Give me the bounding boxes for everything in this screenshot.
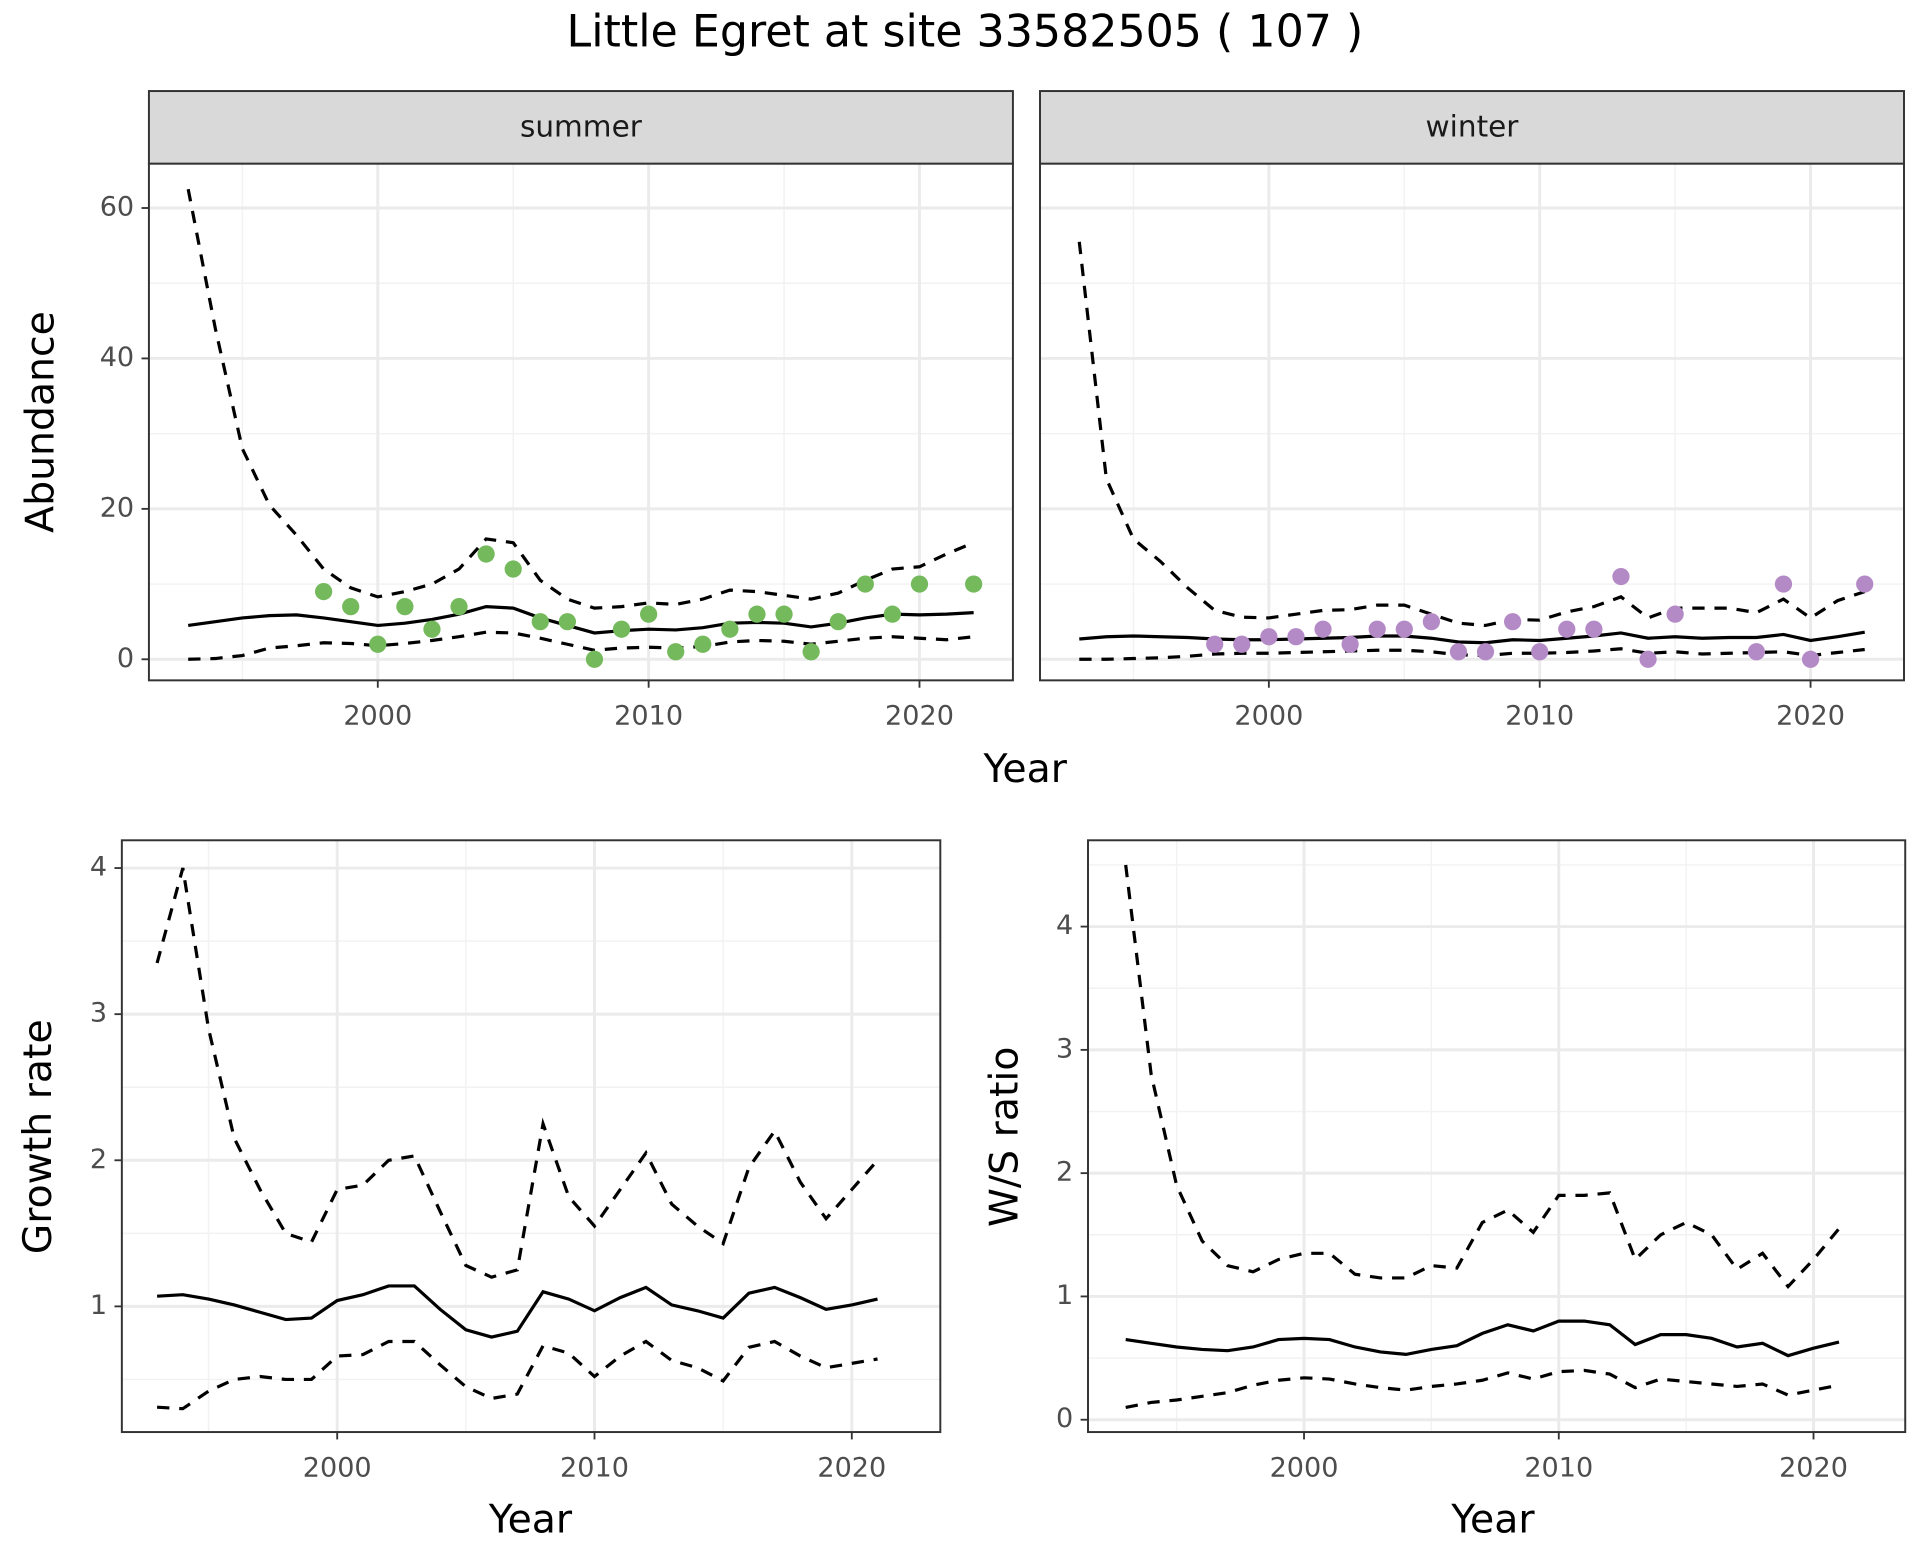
data-point xyxy=(965,575,983,593)
data-point xyxy=(802,643,820,661)
data-point xyxy=(342,598,360,616)
data-point xyxy=(1639,650,1657,668)
panel-border xyxy=(1087,839,1907,1434)
mean-line xyxy=(1125,1319,1840,1358)
data-point xyxy=(531,613,549,631)
y-tick-label: 3 xyxy=(1056,1033,1073,1064)
panel-border xyxy=(120,839,942,1434)
data-point xyxy=(1531,643,1549,661)
data-point xyxy=(585,650,604,668)
x-tick-label: 2020 xyxy=(885,701,954,732)
panel-background xyxy=(1088,840,1906,1433)
interval-line xyxy=(1125,1368,1840,1409)
data-point xyxy=(883,605,902,623)
data-point xyxy=(1368,620,1386,638)
y-tick-label: 0 xyxy=(117,643,134,674)
data-point xyxy=(396,598,414,616)
interval-line xyxy=(1077,241,1866,628)
data-point xyxy=(1206,635,1224,653)
data-point xyxy=(910,575,929,593)
interval-line xyxy=(186,188,975,610)
y-axis-title: W/S ratio xyxy=(981,1047,1027,1227)
strip-label: summer xyxy=(520,109,643,143)
y-tick-label: 0 xyxy=(1056,1403,1073,1434)
y-tick-label: 2 xyxy=(1056,1157,1073,1188)
data-point xyxy=(1233,635,1251,653)
data-point xyxy=(1585,620,1603,638)
panel-background xyxy=(121,840,941,1433)
data-point xyxy=(450,598,468,616)
panel-background xyxy=(148,163,1013,681)
data-point xyxy=(1856,575,1874,593)
y-tick-label: 4 xyxy=(90,852,107,883)
data-point xyxy=(1287,628,1305,646)
data-point xyxy=(694,635,712,653)
data-point xyxy=(1612,567,1630,586)
data-point xyxy=(1341,635,1359,653)
y-tick-label: 20 xyxy=(100,492,134,523)
data-point xyxy=(856,575,874,593)
data-point xyxy=(423,620,441,638)
x-axis-title: Year xyxy=(983,746,1068,792)
x-tick-label: 2000 xyxy=(303,1452,372,1483)
y-tick-label: 2 xyxy=(90,1144,107,1175)
y-tick-label: 60 xyxy=(100,192,134,223)
data-point xyxy=(504,560,522,578)
data-point xyxy=(477,545,495,563)
interval-line xyxy=(1124,864,1841,1290)
data-point xyxy=(369,635,387,653)
y-tick-label: 1 xyxy=(1056,1280,1073,1311)
data-point xyxy=(1260,628,1278,646)
data-point xyxy=(1476,643,1495,661)
data-point xyxy=(1314,620,1332,638)
x-tick-label: 2020 xyxy=(817,1452,886,1483)
data-point xyxy=(558,613,576,631)
data-point xyxy=(1801,650,1820,668)
x-tick-label: 2000 xyxy=(1234,701,1303,732)
y-tick-label: 40 xyxy=(100,342,134,373)
y-tick-label: 1 xyxy=(90,1290,107,1321)
data-point xyxy=(721,620,739,638)
data-point xyxy=(829,613,847,631)
interval-line xyxy=(155,867,879,1279)
mean-line xyxy=(157,1284,878,1339)
data-point xyxy=(1747,643,1766,661)
data-point xyxy=(640,605,658,623)
x-axis-title: Year xyxy=(488,1496,573,1542)
panel-background xyxy=(1040,163,1904,681)
data-point xyxy=(1395,620,1413,638)
y-axis-title: Abundance xyxy=(18,311,64,533)
x-tick-label: 2000 xyxy=(343,701,412,732)
data-point xyxy=(612,620,631,638)
data-point xyxy=(748,605,766,623)
strip xyxy=(1039,90,1905,165)
data-point xyxy=(1774,575,1793,593)
data-point xyxy=(1449,643,1468,661)
data-point xyxy=(775,605,793,623)
figure-title: Little Egret at site 33582505 ( 107 ) xyxy=(567,6,1364,57)
strip-label: winter xyxy=(1426,109,1520,143)
y-tick-label: 3 xyxy=(90,998,107,1029)
interval-line xyxy=(157,1339,878,1411)
x-tick-label: 2020 xyxy=(1776,701,1845,732)
x-tick-label: 2010 xyxy=(560,1452,629,1483)
x-tick-label: 2010 xyxy=(1524,1452,1593,1483)
strip xyxy=(147,90,1014,165)
data-point xyxy=(1558,620,1576,638)
x-tick-label: 2010 xyxy=(1505,701,1574,732)
data-point xyxy=(1422,613,1440,631)
data-point xyxy=(315,582,333,601)
x-tick-label: 2000 xyxy=(1270,1452,1339,1483)
y-axis-title: Growth rate xyxy=(15,1019,61,1254)
x-axis-title: Year xyxy=(1450,1496,1535,1542)
x-tick-label: 2020 xyxy=(1779,1452,1848,1483)
data-point xyxy=(1504,613,1522,631)
y-tick-label: 4 xyxy=(1056,910,1073,941)
data-point xyxy=(1666,605,1684,623)
x-tick-label: 2010 xyxy=(614,701,683,732)
data-point xyxy=(667,643,685,661)
